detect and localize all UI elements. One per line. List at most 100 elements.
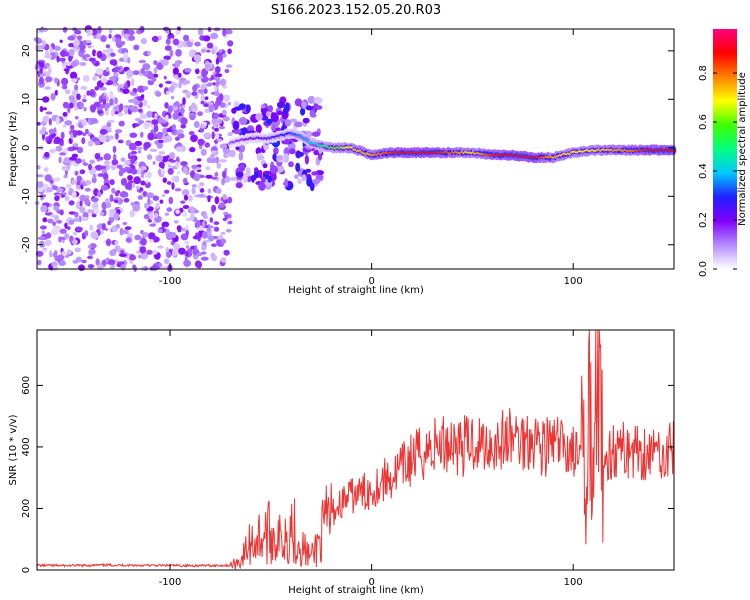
heatmap-cell (129, 209, 135, 218)
heatmap-cell (99, 128, 108, 135)
heatmap-cell (146, 72, 154, 80)
heatmap-cell (134, 100, 141, 106)
heatmap-cell (49, 180, 54, 184)
heatmap-cell (123, 198, 130, 203)
heatmap-cell (92, 173, 97, 179)
heatmap-cell (156, 62, 164, 70)
heatmap-cell (91, 176, 97, 184)
heatmap-cell (48, 118, 52, 126)
heatmap-cell (151, 249, 158, 255)
heatmap-cell (300, 107, 306, 116)
snr-panel: -100 0 100 0 200 400 600 Height of straight li… (8, 329, 675, 596)
heatmap-cell (157, 245, 164, 249)
heatmap-cell (307, 95, 316, 104)
heatmap-cell (147, 50, 152, 56)
heatmap-cell (164, 45, 172, 51)
heatmap-cell (111, 83, 118, 87)
y-tick-label: 10 (21, 93, 32, 106)
heatmap-cell (205, 166, 211, 171)
heatmap-cell (54, 77, 59, 84)
heatmap-cell (221, 109, 227, 116)
heatmap-cell (58, 57, 66, 62)
heatmap-cell (191, 184, 197, 188)
heatmap-cell (64, 233, 70, 240)
heatmap-cell (192, 235, 200, 240)
heatmap-cell (69, 71, 78, 80)
heatmap-cell (162, 133, 166, 142)
heatmap-cell (206, 157, 213, 164)
heatmap-cell (212, 112, 220, 120)
heatmap-cell (94, 140, 101, 146)
heatmap-cell (211, 106, 216, 111)
heatmap-cell (211, 157, 217, 163)
heatmap-cell (194, 245, 198, 252)
heatmap-cell (118, 120, 125, 127)
heatmap-cell (193, 120, 200, 129)
heatmap-cell (39, 236, 46, 241)
x-tick-label: 100 (564, 577, 583, 588)
heatmap-cell (191, 164, 198, 169)
heatmap-cell (159, 199, 164, 204)
heatmap-cell (42, 115, 50, 123)
heatmap-cell (147, 197, 151, 206)
heatmap-cell (114, 199, 119, 204)
heatmap-cell (182, 177, 188, 184)
heatmap-cell (101, 165, 107, 170)
heatmap-cell (153, 67, 158, 74)
heatmap-cell (188, 131, 195, 136)
heatmap-cell (167, 105, 173, 114)
y-tick-label: -10 (21, 188, 32, 204)
heatmap-cell (235, 171, 244, 178)
heatmap-cell (289, 118, 298, 123)
heatmap-cell (238, 117, 248, 125)
heatmap-cell (42, 217, 48, 223)
heatmap-cell (193, 173, 201, 182)
heatmap-cell (89, 224, 94, 231)
heatmap-cell (99, 211, 105, 217)
heatmap-cell (215, 76, 220, 82)
heatmap-cell (119, 87, 124, 92)
heatmap-cell (175, 209, 180, 215)
heatmap-cell (241, 127, 248, 135)
heatmap-cell (313, 149, 320, 156)
heatmap-cell (174, 175, 180, 183)
spectrogram-frame (36, 28, 675, 270)
heatmap-cell (273, 147, 279, 155)
heatmap-cell (255, 113, 263, 121)
heatmap-cell (207, 82, 214, 86)
heatmap-cell (188, 195, 193, 202)
heatmap-cell (213, 226, 220, 232)
heatmap-cell (150, 213, 154, 221)
heatmap-cell (212, 82, 216, 86)
heatmap-cell (222, 170, 227, 179)
heatmap-cell (109, 179, 115, 186)
colorbar-ticks: 0.0 0.2 0.4 0.6 0.8 (698, 65, 737, 277)
heatmap-cell (190, 213, 195, 221)
heatmap-cell (198, 193, 206, 198)
heatmap-cell (47, 67, 52, 74)
heatmap-cell (55, 116, 60, 125)
heatmap-cell (53, 136, 61, 145)
heatmap-cell (166, 251, 172, 258)
heatmap-cell (276, 101, 286, 109)
colorbar-tick-label: 0.6 (698, 114, 709, 130)
heatmap-cell (105, 201, 112, 209)
heatmap-cell (213, 85, 218, 92)
heatmap-cell (107, 119, 115, 123)
heatmap-cell (131, 150, 138, 155)
heatmap-cell (209, 217, 214, 223)
heatmap-cell (118, 169, 124, 177)
heatmap-cell (51, 228, 59, 236)
heatmap-cell (196, 75, 204, 80)
heatmap-cell (207, 195, 211, 203)
heatmap-cell (62, 85, 68, 90)
heatmap-cell (211, 176, 218, 180)
heatmap-cell (44, 54, 53, 59)
heatmap-cell (257, 155, 265, 160)
heatmap-cell (152, 73, 159, 78)
heatmap-cell (140, 94, 145, 99)
heatmap-cell (210, 74, 214, 81)
heatmap-cell (224, 68, 230, 74)
heatmap-cell (214, 127, 219, 132)
heatmap-cell (160, 265, 168, 269)
